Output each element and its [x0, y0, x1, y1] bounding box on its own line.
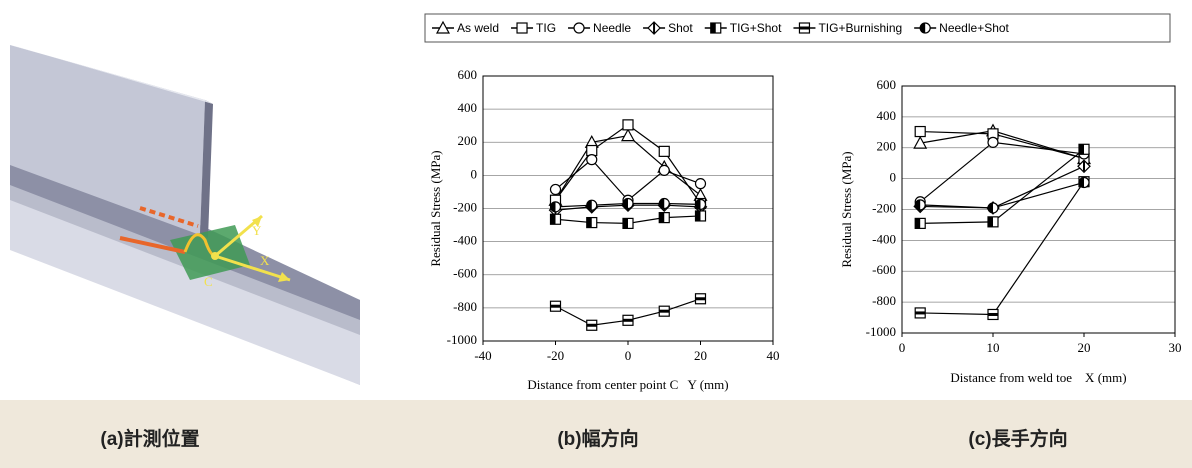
marker-fill	[623, 218, 628, 228]
caption: (a)計測位置	[100, 427, 199, 450]
figure-canvas: Y X C (a)計測位置 (b)幅方向 (c)長手方向 -1000 -800 -6…	[0, 0, 1192, 468]
marker-fill	[915, 218, 920, 228]
x-axis-title: Distance from weld toe X (mm)	[950, 370, 1126, 385]
x-tick-label: 20	[1078, 340, 1091, 355]
x-tick-label: 0	[899, 340, 906, 355]
series-line	[920, 142, 1084, 201]
marker	[574, 23, 584, 33]
marker	[622, 130, 634, 141]
x-tick-label: -40	[474, 348, 491, 363]
x-tick-label: 40	[767, 348, 780, 363]
marker	[587, 155, 597, 165]
legend-label: TIG	[536, 21, 556, 35]
label-y: Y	[252, 223, 262, 238]
series-line	[920, 166, 1084, 208]
marker-fill	[799, 27, 809, 30]
figure: Y X C (a)計測位置 (b)幅方向 (c)長手方向 -1000 -800 -6…	[0, 0, 1192, 468]
y-tick-label: 600	[458, 67, 478, 82]
marker	[623, 120, 633, 130]
legend-label: Needle	[593, 21, 631, 35]
y-tick-label: -600	[872, 262, 896, 277]
legend-label: Needle+Shot	[939, 21, 1009, 35]
caption: (c)長手方向	[968, 427, 1067, 450]
marker-fill	[711, 23, 716, 33]
illustration: Y X C	[10, 45, 360, 385]
y-tick-label: 200	[458, 133, 478, 148]
y-tick-label: -200	[453, 199, 477, 214]
y-tick-label: 400	[458, 100, 478, 115]
marker-fill	[659, 310, 669, 313]
y-tick-label: -200	[872, 200, 896, 215]
y-tick-label: 200	[877, 139, 897, 154]
y-tick-label: -400	[453, 233, 477, 248]
y-tick-label: -600	[453, 266, 477, 281]
x-axis-title: Distance from center point C Y (mm)	[527, 377, 728, 392]
point-c	[211, 252, 219, 260]
legend-label: Shot	[668, 21, 693, 35]
label-x: X	[260, 253, 270, 268]
y-tick-label: 0	[890, 170, 897, 185]
marker-fill	[988, 313, 998, 316]
marker	[988, 137, 998, 147]
legend-label: TIG+Burnishing	[818, 21, 902, 35]
marker-fill	[915, 311, 925, 314]
marker-fill	[587, 324, 597, 327]
x-tick-label: 0	[625, 348, 632, 363]
y-tick-label: 0	[471, 166, 478, 181]
y-axis-title: Residual Stress (MPa)	[839, 151, 854, 267]
marker-fill	[696, 211, 701, 221]
marker	[696, 179, 706, 189]
marker	[551, 184, 561, 194]
series-line	[556, 136, 701, 201]
series-line	[920, 131, 1084, 159]
label-c: C	[204, 274, 213, 289]
y-tick-label: 600	[877, 77, 897, 92]
marker-fill	[696, 297, 706, 300]
marker-fill	[551, 214, 556, 224]
marker	[517, 23, 527, 33]
marker	[915, 127, 925, 137]
x-tick-label: -20	[547, 348, 564, 363]
y-axis-title: Residual Stress (MPa)	[428, 150, 443, 266]
series-line	[920, 149, 1084, 223]
marker-fill	[623, 319, 633, 322]
y-tick-label: -800	[872, 293, 896, 308]
y-tick-label: -400	[872, 231, 896, 246]
y-tick-label: -800	[453, 299, 477, 314]
series-line	[920, 132, 1084, 159]
x-tick-label: 20	[694, 348, 707, 363]
marker-fill	[659, 213, 664, 223]
x-tick-label: 30	[1169, 340, 1182, 355]
marker	[659, 146, 669, 156]
marker	[587, 146, 597, 156]
caption: (b)幅方向	[557, 427, 638, 450]
x-tick-label: 10	[987, 340, 1000, 355]
marker-fill	[551, 305, 561, 308]
legend-label: TIG+Shot	[730, 21, 782, 35]
series-line	[920, 182, 1084, 315]
marker-fill	[587, 218, 592, 228]
marker-fill	[988, 217, 993, 227]
marker-fill	[1079, 144, 1084, 154]
legend-label: As weld	[457, 21, 499, 35]
y-tick-label: -1000	[866, 324, 896, 339]
y-tick-label: -1000	[447, 332, 477, 347]
y-tick-label: 400	[877, 108, 897, 123]
marker	[659, 165, 669, 175]
